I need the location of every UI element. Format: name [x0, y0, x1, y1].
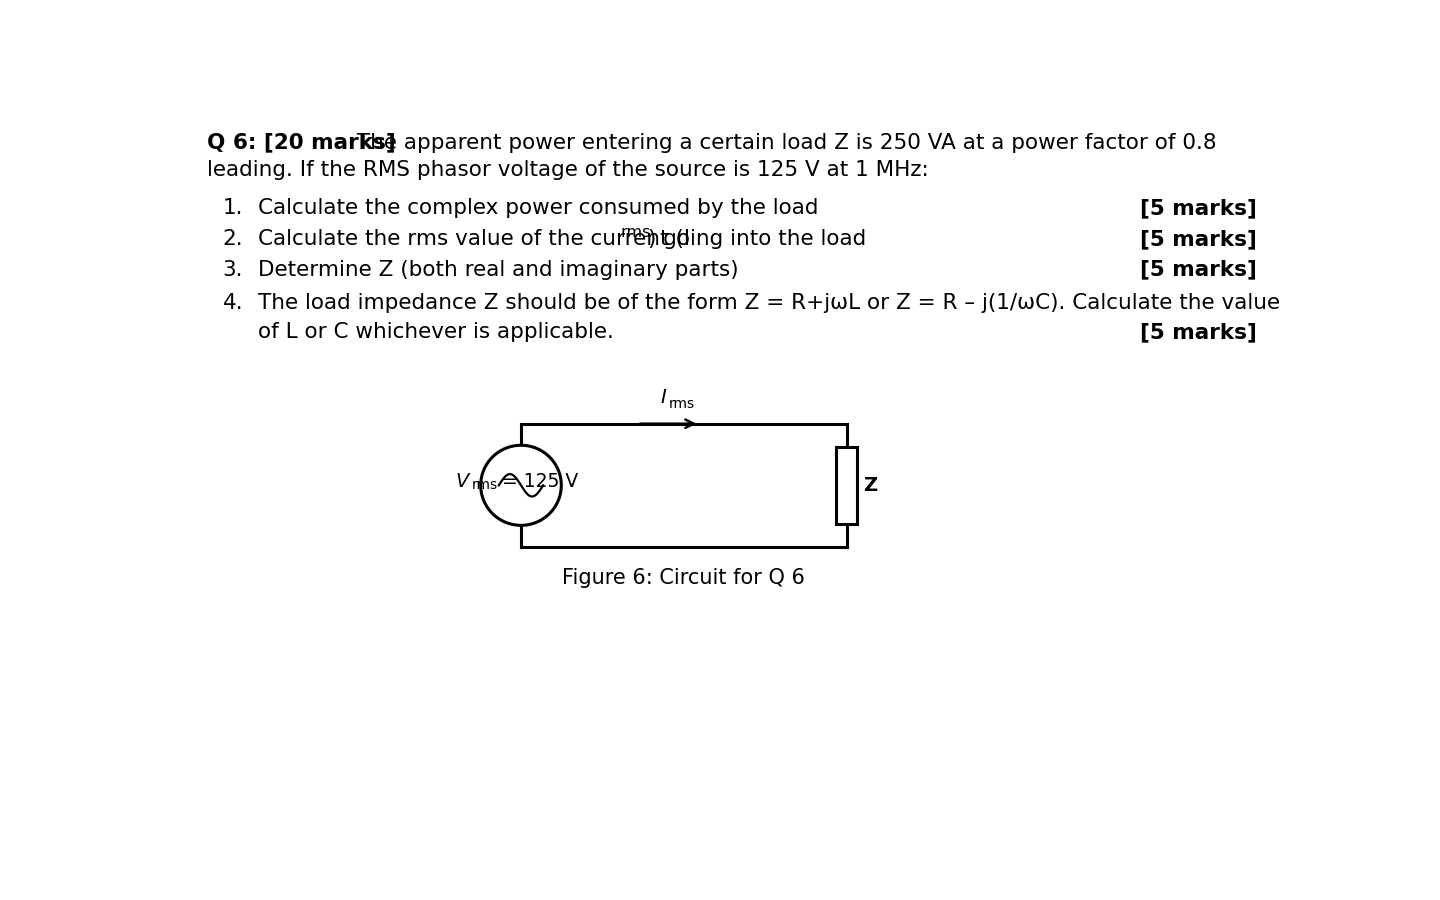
Text: [5 marks]: [5 marks] — [1140, 198, 1257, 218]
Text: 4.: 4. — [223, 292, 243, 313]
Text: Calculate the complex power consumed by the load: Calculate the complex power consumed by … — [258, 198, 818, 218]
Text: ) going into the load: ) going into the load — [648, 229, 867, 249]
Text: Figure 6: Circuit for Q 6: Figure 6: Circuit for Q 6 — [562, 569, 805, 589]
Text: 1.: 1. — [223, 198, 243, 218]
Text: = 125 V: = 125 V — [497, 472, 579, 491]
Text: Q 6: [20 marks]: Q 6: [20 marks] — [207, 132, 396, 153]
Text: The load impedance Z should be of the form Z = R+jωL or Z = R – j(1/ωC). Calcula: The load impedance Z should be of the fo… — [258, 292, 1280, 313]
Text: [5 marks]: [5 marks] — [1140, 260, 1257, 280]
Circle shape — [481, 446, 562, 526]
Text: of L or C whichever is applicable.: of L or C whichever is applicable. — [258, 322, 613, 342]
Text: Z: Z — [863, 476, 877, 495]
Text: rms: rms — [621, 225, 651, 240]
Bar — [837, 446, 857, 524]
Text: Calculate the rms value of the current (I: Calculate the rms value of the current (… — [258, 229, 690, 249]
Text: The apparent power entering a certain load Z is 250 VA at a power factor of 0.8: The apparent power entering a certain lo… — [350, 132, 1217, 153]
Text: [5 marks]: [5 marks] — [1140, 229, 1257, 249]
Text: rms: rms — [472, 478, 498, 492]
Text: [5 marks]: [5 marks] — [1140, 322, 1257, 342]
Text: 2.: 2. — [223, 229, 243, 249]
Text: Determine Z (both real and imaginary parts): Determine Z (both real and imaginary par… — [258, 260, 739, 280]
Text: 3.: 3. — [223, 260, 243, 280]
Text: I: I — [660, 388, 665, 407]
Text: V: V — [455, 472, 469, 491]
Text: leading. If the RMS phasor voltage of the source is 125 V at 1 MHz:: leading. If the RMS phasor voltage of th… — [207, 159, 929, 180]
Text: rms: rms — [670, 398, 696, 411]
